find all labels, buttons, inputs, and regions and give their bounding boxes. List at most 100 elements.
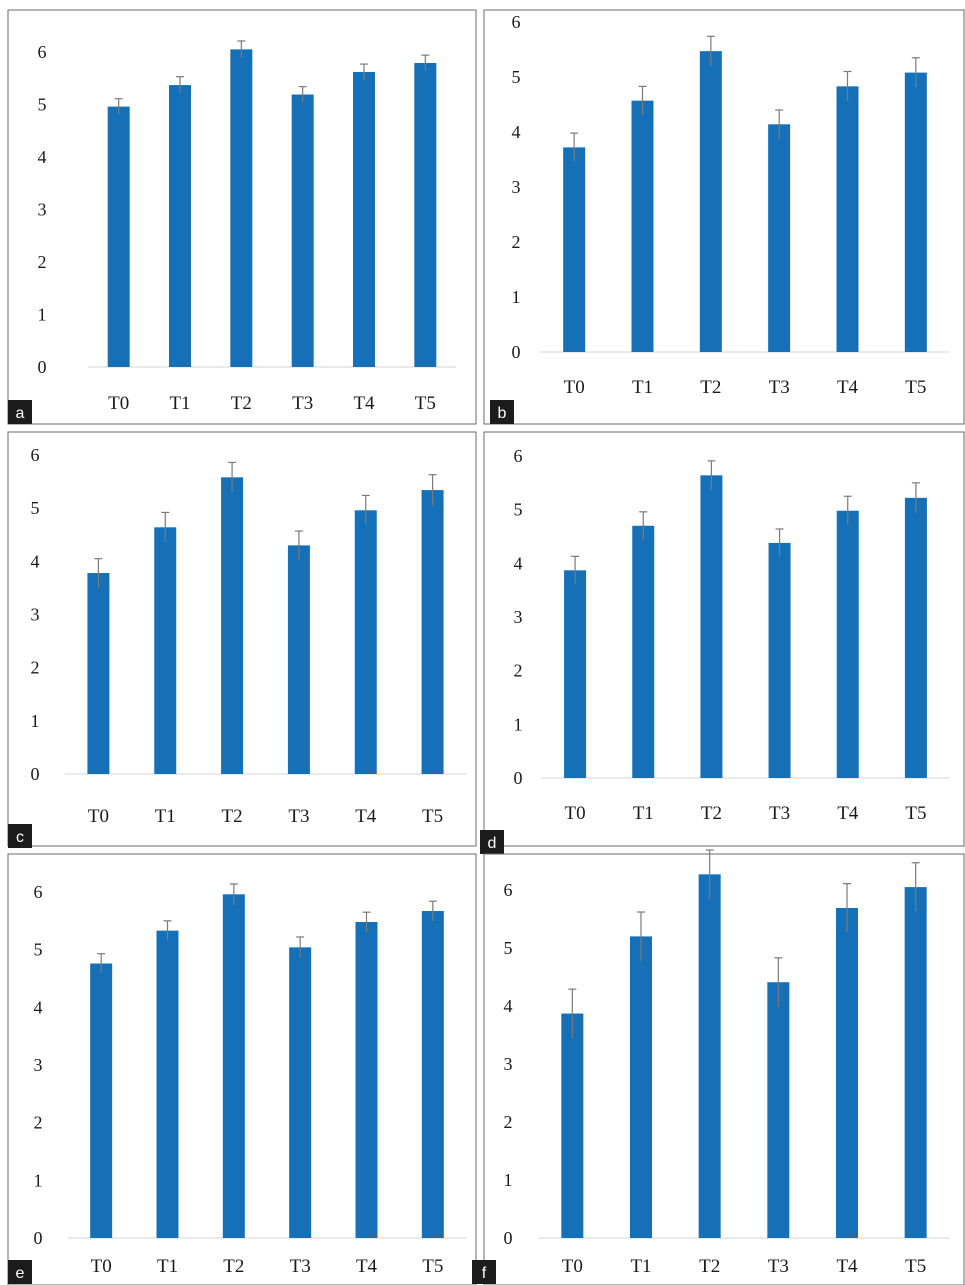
y-tick-label: 3 [512,177,521,197]
x-tick-label: T1 [630,1256,651,1277]
bar-T1 [632,525,655,778]
y-tick-label: 6 [514,446,523,466]
error-bar-T2 [229,883,238,905]
x-tick-label: T5 [905,803,926,824]
chart-panel-f: 0 1 2 3 4 5 6 T0 T1 T2 T3 T4 T5 f [472,849,965,1285]
error-bar-T2 [707,460,716,490]
y-tick-label: 5 [512,67,521,87]
bar-T1 [631,100,654,353]
bar-T0 [563,147,586,352]
error-bar-T2 [228,461,237,493]
x-tick-label: T4 [355,806,377,827]
x-tick-label: T3 [769,803,790,824]
x-tick-label: T2 [699,1256,720,1277]
bar-T0 [87,573,110,774]
x-tick-label: T5 [422,1256,443,1277]
y-tick-label: 3 [31,605,40,625]
bar-T1 [156,930,179,1238]
bar-T2 [221,477,244,774]
y-tick-label: 6 [34,882,43,902]
x-tick-label: T2 [222,806,243,827]
error-bar-T0 [114,98,123,115]
panel-tag: c [8,824,32,848]
panel-tag: f [472,1260,496,1284]
bar-T2 [699,51,722,353]
error-bar-T3 [775,528,784,557]
bar-T4 [836,907,858,1238]
y-tick-label: 0 [34,1228,43,1248]
x-tick-label: T2 [223,1256,244,1277]
x-tick-label: T0 [91,1256,112,1277]
error-bar-T2 [706,35,715,66]
y-tick-label: 2 [512,232,521,252]
y-tick-label: 5 [514,500,523,520]
x-tick-label: T3 [769,377,790,398]
y-tick-label: 5 [504,938,513,958]
y-tick-label: 3 [34,1055,43,1075]
y-tick-label: 6 [512,12,521,32]
y-tick-label: 1 [514,714,523,734]
bar-T0 [564,570,587,778]
bar-T5 [904,497,927,778]
x-tick-label: T4 [837,803,859,824]
error-bar-T5 [911,57,920,88]
panel-letter: a [16,405,25,422]
y-tick-label: 2 [34,1113,43,1133]
panel-frame [7,853,477,1285]
y-tick-label: 1 [38,305,47,325]
y-tick-label: 4 [514,553,523,573]
panel-tag: d [480,830,504,854]
error-bar-T0 [94,558,103,588]
y-tick-label: 5 [31,498,40,518]
panel-letter: c [16,829,24,846]
x-tick-label: T5 [422,806,443,827]
y-tick-label: 4 [504,996,513,1016]
y-tick-label: 3 [504,1054,513,1074]
bar-T3 [768,542,791,778]
y-tick-label: 4 [512,122,521,142]
bar-T4 [836,510,859,778]
error-bar-T0 [97,953,106,974]
bar-T0 [561,1013,584,1238]
x-tick-label: T1 [155,806,176,827]
bar-T3 [768,124,791,352]
bar-T1 [169,85,191,367]
chart-panel-c: 0 1 2 3 4 5 6 T0 T1 T2 T3 T4 T5 c [7,431,477,848]
y-tick-label: 2 [38,252,47,272]
panel-letter: f [482,1265,487,1282]
x-tick-label: T3 [290,1256,311,1277]
x-tick-label: T2 [701,803,722,824]
panel-frame [483,853,965,1285]
error-bar-T3 [296,936,305,958]
error-bar-T1 [637,911,645,961]
error-bar-T0 [570,132,579,162]
y-tick-label: 2 [31,658,40,678]
error-bar-T4 [360,63,368,80]
error-bar-T3 [298,86,307,103]
bar-T4 [354,510,377,774]
bar-T5 [904,887,927,1238]
y-tick-label: 1 [31,711,40,731]
error-bar-T4 [361,494,370,526]
bar-T3 [767,982,790,1238]
panel-letter: b [498,405,507,422]
panel-frame [7,9,477,425]
bar-T4 [355,921,378,1238]
error-bar-T4 [843,495,852,526]
y-tick-label: 3 [514,607,523,627]
x-tick-label: T1 [169,393,190,414]
error-bar-T5 [428,900,437,921]
x-tick-label: T0 [108,393,129,414]
error-bar-T3 [774,957,783,1007]
y-tick-label: 2 [504,1112,513,1132]
x-tick-label: T2 [700,377,721,398]
y-tick-label: 1 [512,287,521,307]
bar-T5 [904,72,927,352]
error-bar-T1 [163,920,172,941]
error-bar-T4 [362,911,371,932]
y-tick-label: 0 [38,357,47,377]
error-bar-T5 [421,54,430,71]
y-tick-label: 4 [31,551,40,571]
error-bar-T4 [843,883,851,933]
